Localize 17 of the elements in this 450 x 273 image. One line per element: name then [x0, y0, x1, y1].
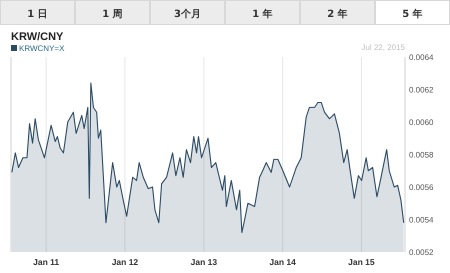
y-tick-label: 0.0056: [409, 183, 434, 192]
x-tick-label: Jan 11: [33, 257, 60, 267]
y-tick-label: 0.0054: [409, 216, 434, 224]
legend: KRWCNY=X: [11, 44, 64, 53]
y-tick-label: 0.0060: [409, 118, 434, 127]
y-tick-label: 0.0058: [409, 150, 434, 160]
x-tick-label: Jan 12: [112, 257, 138, 267]
x-tick-label: Jan 13: [190, 257, 218, 267]
y-tick-label: 0.0064: [409, 53, 434, 62]
y-tick-label: 0.0062: [409, 86, 434, 94]
y-tick-label: 0.0052: [409, 248, 434, 257]
x-tick-label: Jan 14: [269, 257, 296, 267]
x-tick-label: Jan 15: [348, 257, 375, 267]
text: Jul 22, 2015: [361, 43, 406, 52]
range-tabs: 1 日 1 周 3个月 1 年 2 年 5 年: [0, 0, 450, 25]
chart-title: KRW/CNY: [11, 31, 64, 43]
legend-label: KRWCNY=X: [19, 44, 66, 53]
